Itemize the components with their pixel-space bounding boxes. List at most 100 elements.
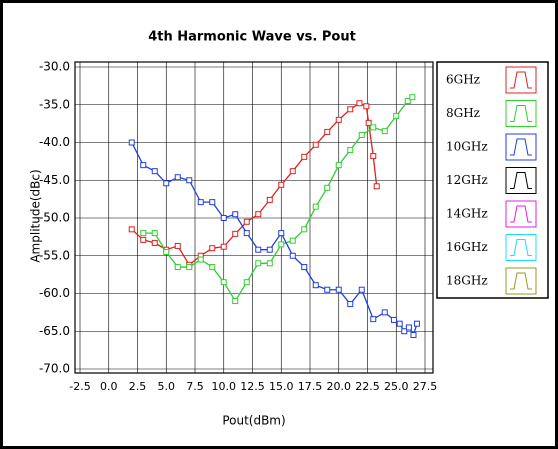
point-marker bbox=[289, 237, 296, 244]
point-marker bbox=[163, 180, 170, 187]
x-tick-label: 17.5 bbox=[298, 380, 323, 393]
point-marker bbox=[405, 324, 412, 331]
legend-swatch bbox=[510, 138, 532, 156]
x-tick-label: 2.5 bbox=[129, 380, 147, 393]
point-marker bbox=[370, 316, 377, 323]
point-marker bbox=[220, 215, 227, 221]
x-axis-label: Pout(dBm) bbox=[222, 414, 285, 428]
point-marker bbox=[370, 153, 377, 160]
x-tick-label: 22.5 bbox=[355, 380, 380, 393]
point-marker bbox=[356, 100, 363, 107]
point-marker bbox=[289, 252, 296, 259]
point-marker bbox=[324, 128, 331, 135]
point-marker bbox=[335, 286, 342, 293]
point-marker bbox=[278, 230, 285, 237]
point-marker bbox=[365, 119, 372, 126]
y-tick-label: -60.0 bbox=[39, 286, 70, 300]
y-tick-label: -70.0 bbox=[39, 362, 70, 376]
point-marker bbox=[312, 203, 319, 210]
point-marker bbox=[255, 246, 262, 253]
x-tick-label: 25.0 bbox=[384, 380, 409, 393]
x-tick-label: 20.0 bbox=[327, 380, 352, 393]
point-marker bbox=[335, 116, 342, 123]
point-marker bbox=[301, 153, 308, 160]
y-tick-label: -50.0 bbox=[39, 211, 70, 225]
point-marker bbox=[255, 260, 262, 267]
legend-label: 16GHz bbox=[446, 240, 488, 254]
x-tick-label: 12.5 bbox=[240, 380, 265, 393]
point-marker bbox=[390, 316, 397, 323]
point-marker bbox=[404, 97, 411, 104]
point-marker bbox=[347, 106, 354, 113]
point-marker bbox=[220, 243, 227, 250]
point-marker bbox=[324, 286, 331, 293]
legend-swatch bbox=[510, 172, 532, 189]
legend-swatch bbox=[510, 105, 532, 122]
point-marker bbox=[370, 124, 377, 131]
point-marker bbox=[301, 264, 308, 271]
point-marker bbox=[151, 168, 158, 175]
x-tick-label: -2.5 bbox=[69, 380, 90, 393]
point-marker bbox=[410, 332, 417, 339]
point-marker bbox=[373, 183, 380, 190]
chart-title: 4th Harmonic Wave vs. Pout bbox=[148, 30, 356, 45]
point-marker bbox=[289, 168, 296, 175]
y-tick-label: -65.0 bbox=[39, 324, 70, 338]
legend-swatch bbox=[510, 272, 532, 290]
y-tick-label: -30.0 bbox=[39, 60, 70, 74]
y-tick-label: -35.0 bbox=[39, 97, 70, 111]
point-marker bbox=[347, 301, 354, 308]
point-marker bbox=[243, 279, 250, 286]
point-marker bbox=[266, 246, 273, 253]
point-marker bbox=[209, 264, 216, 271]
x-tick-label: 15.0 bbox=[269, 380, 294, 393]
legend-swatch bbox=[510, 71, 532, 89]
point-marker bbox=[393, 113, 400, 120]
point-marker bbox=[140, 162, 147, 169]
point-marker bbox=[140, 236, 147, 243]
point-marker bbox=[312, 141, 319, 148]
x-tick-label: 10.0 bbox=[212, 380, 237, 393]
y-tick-label: -40.0 bbox=[39, 135, 70, 149]
point-marker bbox=[174, 174, 181, 181]
point-marker bbox=[151, 230, 158, 237]
legend-swatch-box bbox=[505, 167, 537, 194]
point-marker bbox=[381, 128, 388, 135]
point-marker bbox=[128, 226, 135, 233]
y-tick-label: -55.0 bbox=[39, 248, 70, 262]
point-marker bbox=[396, 320, 403, 327]
point-marker bbox=[140, 230, 147, 237]
point-marker bbox=[209, 245, 216, 252]
legend-swatch-box bbox=[505, 200, 537, 228]
plot-frame bbox=[74, 61, 434, 374]
legend-label: 12GHz bbox=[446, 173, 488, 187]
point-marker bbox=[266, 196, 273, 203]
point-marker bbox=[243, 218, 250, 225]
point-marker bbox=[163, 248, 170, 255]
legend-swatch-box bbox=[505, 100, 537, 127]
legend-swatch-box bbox=[505, 234, 537, 261]
point-marker bbox=[358, 286, 365, 293]
point-marker bbox=[363, 103, 370, 110]
point-marker bbox=[243, 230, 250, 237]
point-marker bbox=[128, 139, 135, 146]
point-marker bbox=[232, 230, 239, 237]
legend-label: 6GHz bbox=[446, 73, 480, 87]
point-marker bbox=[186, 177, 193, 184]
point-marker bbox=[255, 211, 262, 218]
point-marker bbox=[197, 199, 204, 206]
x-tick-label: 0.0 bbox=[100, 380, 118, 393]
point-marker bbox=[209, 199, 216, 206]
x-tick-label: 5.0 bbox=[158, 380, 176, 393]
point-marker bbox=[232, 211, 239, 218]
point-marker bbox=[381, 309, 388, 316]
point-marker bbox=[174, 242, 181, 249]
point-marker bbox=[278, 181, 285, 188]
legend-label: 10GHz bbox=[446, 140, 488, 154]
legend-swatch-box bbox=[505, 267, 537, 295]
point-marker bbox=[401, 328, 408, 335]
legend-swatch bbox=[510, 205, 532, 223]
y-tick-label: -45.0 bbox=[39, 173, 70, 187]
x-tick-label: 27.5 bbox=[413, 380, 438, 393]
